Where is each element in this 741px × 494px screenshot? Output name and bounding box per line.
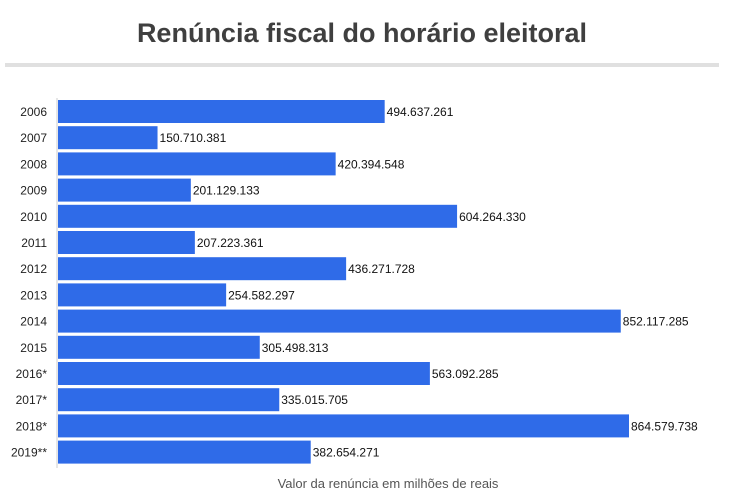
value-label: 420.394.548 [338, 157, 405, 171]
value-label: 436.271.728 [348, 262, 415, 276]
bar [58, 204, 458, 228]
value-label: 494.637.261 [387, 105, 454, 119]
category-label: 2010 [20, 210, 47, 224]
category-label: 2015 [20, 341, 47, 355]
bar [58, 126, 158, 150]
bar [58, 231, 195, 254]
value-label: 201.129.133 [193, 184, 260, 198]
value-label: 382.654.271 [313, 446, 380, 460]
category-label: 2018* [16, 419, 48, 433]
bar [58, 309, 621, 333]
category-label: 2012 [20, 262, 47, 276]
category-label: 2017* [16, 393, 48, 407]
value-label: 150.710.381 [160, 131, 227, 145]
bar [58, 335, 260, 359]
bar [58, 388, 280, 412]
value-label: 207.223.361 [197, 236, 264, 250]
bar [58, 440, 311, 464]
bar [58, 257, 347, 281]
bar [58, 100, 385, 123]
bar [58, 362, 430, 385]
title-divider [5, 63, 719, 67]
category-label: 2009 [20, 184, 47, 198]
chart-title: Renúncia fiscal do horário eleitoral [136, 18, 588, 48]
bar [58, 178, 191, 202]
bars-layer: 2006 494.637.261 2007 150.710.381 2008 420.39… [11, 100, 698, 464]
category-label: 2016* [16, 367, 48, 381]
value-label: 604.264.330 [459, 210, 526, 224]
category-label: 2013 [20, 288, 47, 302]
category-label: 2019** [11, 446, 47, 460]
value-label: 305.498.313 [262, 341, 329, 355]
category-label: 2006 [20, 105, 47, 119]
category-label: 2014 [20, 315, 47, 329]
value-label: 335.015.705 [281, 393, 348, 407]
category-label: 2008 [20, 157, 47, 171]
value-label: 852.117.285 [623, 315, 689, 329]
bar [58, 283, 227, 307]
value-label: 864.579.738 [631, 419, 698, 433]
category-label: 2011 [21, 236, 47, 250]
value-label: 254.582.297 [228, 288, 295, 302]
category-label: 2007 [20, 131, 47, 145]
bar [58, 152, 336, 176]
value-label: 563.092.285 [432, 367, 499, 381]
x-axis-title: Valor da renúncia em milhões de reais [278, 476, 499, 491]
bar [58, 414, 629, 438]
